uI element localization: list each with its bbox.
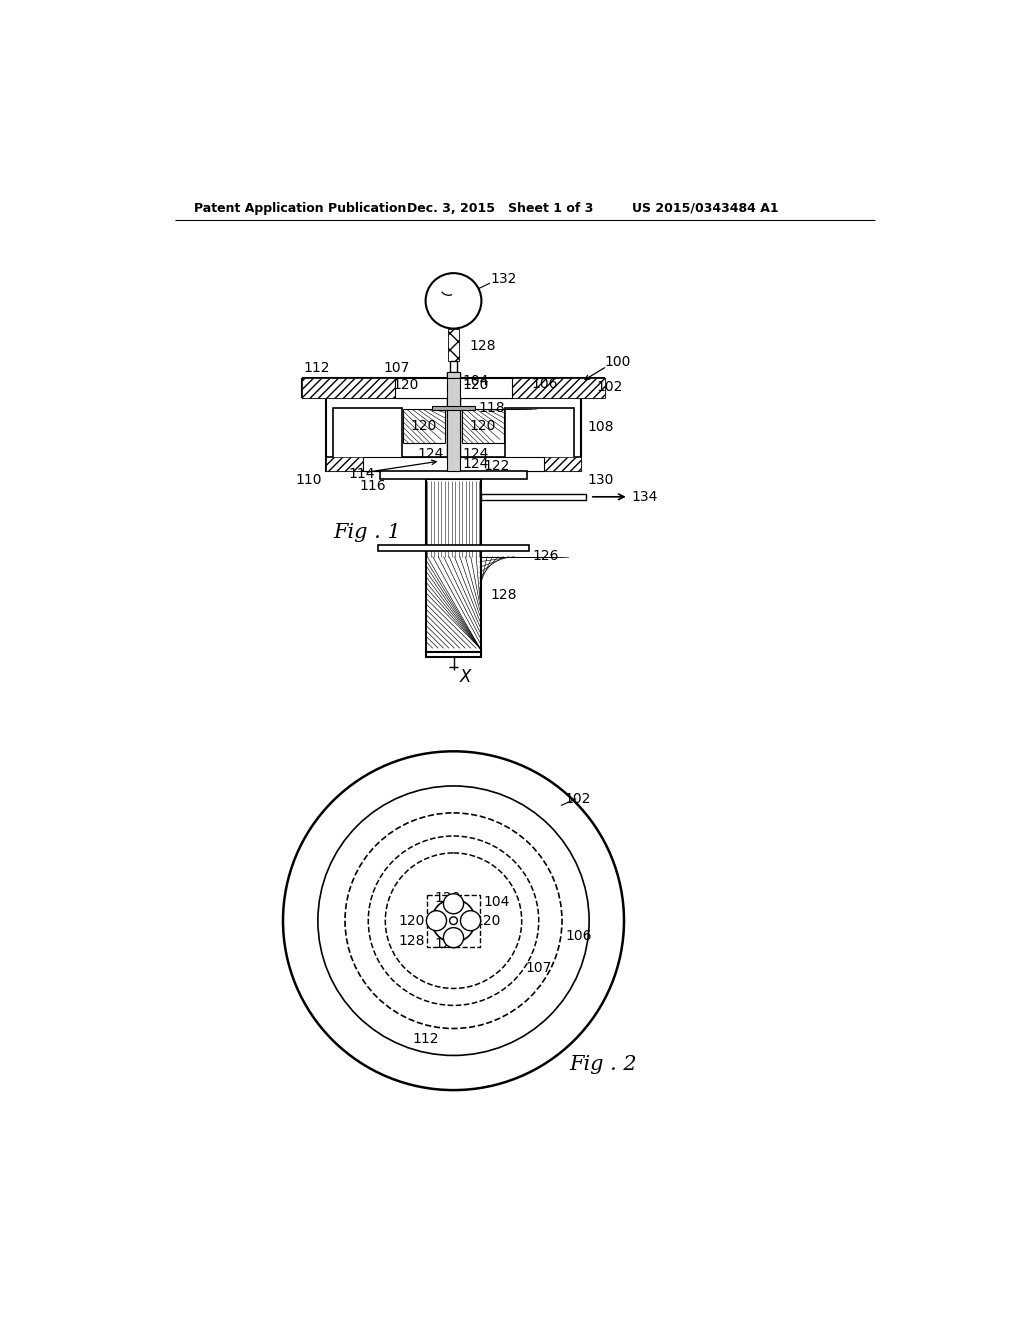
Circle shape xyxy=(450,917,458,924)
Text: 110: 110 xyxy=(295,474,322,487)
Text: 124: 124 xyxy=(462,457,488,471)
Text: 102: 102 xyxy=(564,792,591,805)
Bar xyxy=(326,397,582,471)
Text: 106: 106 xyxy=(566,929,592,942)
Text: 108: 108 xyxy=(588,420,614,434)
Circle shape xyxy=(426,911,446,931)
Circle shape xyxy=(283,751,624,1090)
Bar xyxy=(426,479,481,652)
Text: 128: 128 xyxy=(398,935,425,949)
Text: 126: 126 xyxy=(532,549,559,562)
Text: Fig . 1: Fig . 1 xyxy=(334,523,401,543)
Text: 124: 124 xyxy=(417,447,443,461)
Text: 102: 102 xyxy=(597,380,624,395)
Text: 114: 114 xyxy=(349,467,376,480)
Circle shape xyxy=(443,894,464,913)
Text: 112: 112 xyxy=(304,360,331,375)
Text: 107: 107 xyxy=(525,961,552,975)
Text: 128: 128 xyxy=(490,589,517,602)
Text: 134: 134 xyxy=(631,490,657,504)
Text: 107: 107 xyxy=(384,360,411,375)
Text: 112: 112 xyxy=(413,1032,439,1047)
Text: X: X xyxy=(460,668,471,686)
Bar xyxy=(544,457,582,471)
Circle shape xyxy=(385,853,521,989)
Text: 122: 122 xyxy=(483,459,510,474)
Bar xyxy=(432,405,475,411)
Circle shape xyxy=(443,928,464,948)
Bar xyxy=(426,652,481,657)
Bar xyxy=(427,895,480,946)
Text: Dec. 3, 2015   Sheet 1 of 3: Dec. 3, 2015 Sheet 1 of 3 xyxy=(407,202,593,215)
Text: 124: 124 xyxy=(462,447,488,461)
Bar xyxy=(450,360,458,372)
Text: 120: 120 xyxy=(470,420,497,433)
Bar xyxy=(378,545,529,552)
Bar xyxy=(302,378,395,397)
Text: 100: 100 xyxy=(604,355,631,370)
Bar xyxy=(512,378,604,397)
Text: 120: 120 xyxy=(392,378,419,392)
Text: 116: 116 xyxy=(359,479,386,494)
Text: 120: 120 xyxy=(434,937,461,950)
Bar xyxy=(334,408,401,461)
Circle shape xyxy=(317,785,589,1056)
Text: 106: 106 xyxy=(531,378,557,391)
Bar xyxy=(449,329,459,360)
Bar xyxy=(380,471,527,479)
Text: 130: 130 xyxy=(588,474,614,487)
Circle shape xyxy=(369,836,539,1006)
Text: 118: 118 xyxy=(478,401,505,414)
Circle shape xyxy=(461,911,480,931)
Text: US 2015/0343484 A1: US 2015/0343484 A1 xyxy=(632,202,778,215)
Text: Patent Application Publication: Patent Application Publication xyxy=(194,202,407,215)
Bar xyxy=(362,457,544,471)
Text: Fig . 2: Fig . 2 xyxy=(569,1055,637,1074)
Text: 120: 120 xyxy=(434,891,461,904)
Text: 128: 128 xyxy=(469,338,496,352)
Text: 120: 120 xyxy=(474,913,501,928)
Bar xyxy=(395,378,512,397)
Bar xyxy=(446,378,461,471)
Text: 120: 120 xyxy=(462,378,488,392)
Text: 120: 120 xyxy=(398,913,425,928)
Circle shape xyxy=(345,813,562,1028)
Bar xyxy=(326,457,362,471)
Text: 132: 132 xyxy=(490,272,517,286)
Text: 120: 120 xyxy=(411,420,437,433)
Text: 104: 104 xyxy=(483,895,510,909)
Circle shape xyxy=(432,899,475,942)
Bar xyxy=(446,372,461,378)
Circle shape xyxy=(426,273,481,329)
Text: 104: 104 xyxy=(462,374,488,388)
Bar xyxy=(481,494,586,499)
Bar xyxy=(506,408,573,461)
